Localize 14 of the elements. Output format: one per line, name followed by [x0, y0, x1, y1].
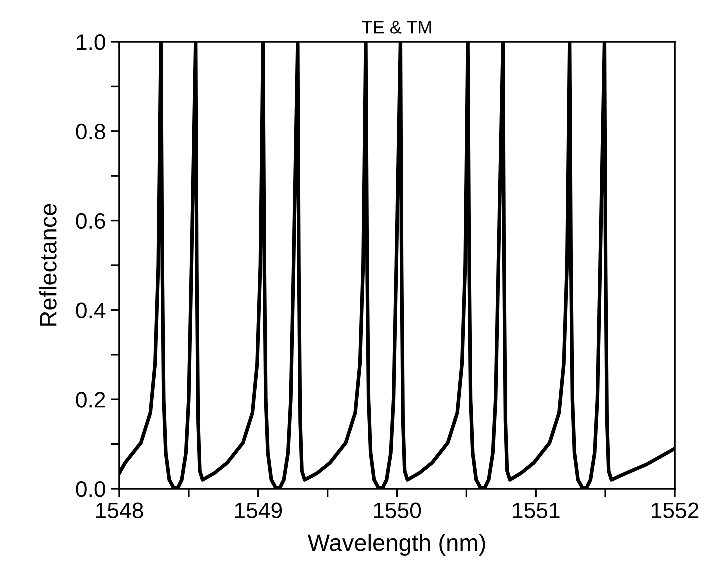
y-tick-label: 1.0	[77, 34, 106, 50]
y-tick-label: 0.8	[76, 124, 106, 140]
x-tick-label: 1551	[513, 503, 560, 519]
x-tick-label: 1550	[374, 502, 422, 519]
x-tick-label: 1548	[96, 502, 144, 519]
y-tick-label: 0.6	[76, 213, 106, 230]
y-tick-label: 0.4	[76, 302, 106, 318]
chart-title: TE & TM	[362, 21, 432, 34]
x-axis-title: Wavelength (nm)	[308, 534, 486, 556]
x-tick-label: 1549	[235, 502, 282, 519]
y-axis-title: Reflectance	[40, 204, 57, 326]
x-tick-label: 1552	[652, 502, 699, 519]
y-tick-label: 0.0	[76, 482, 106, 498]
y-tick-label: 0.2	[76, 392, 106, 408]
